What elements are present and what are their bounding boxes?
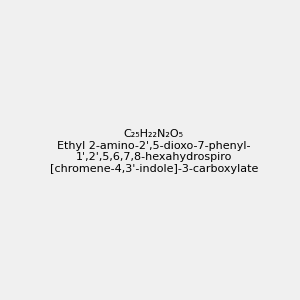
Text: C₂₅H₂₂N₂O₅
Ethyl 2-amino-2',5-dioxo-7-phenyl-
1',2',5,6,7,8-hexahydrospiro
[chro: C₂₅H₂₂N₂O₅ Ethyl 2-amino-2',5-dioxo-7-ph… [50, 129, 258, 174]
